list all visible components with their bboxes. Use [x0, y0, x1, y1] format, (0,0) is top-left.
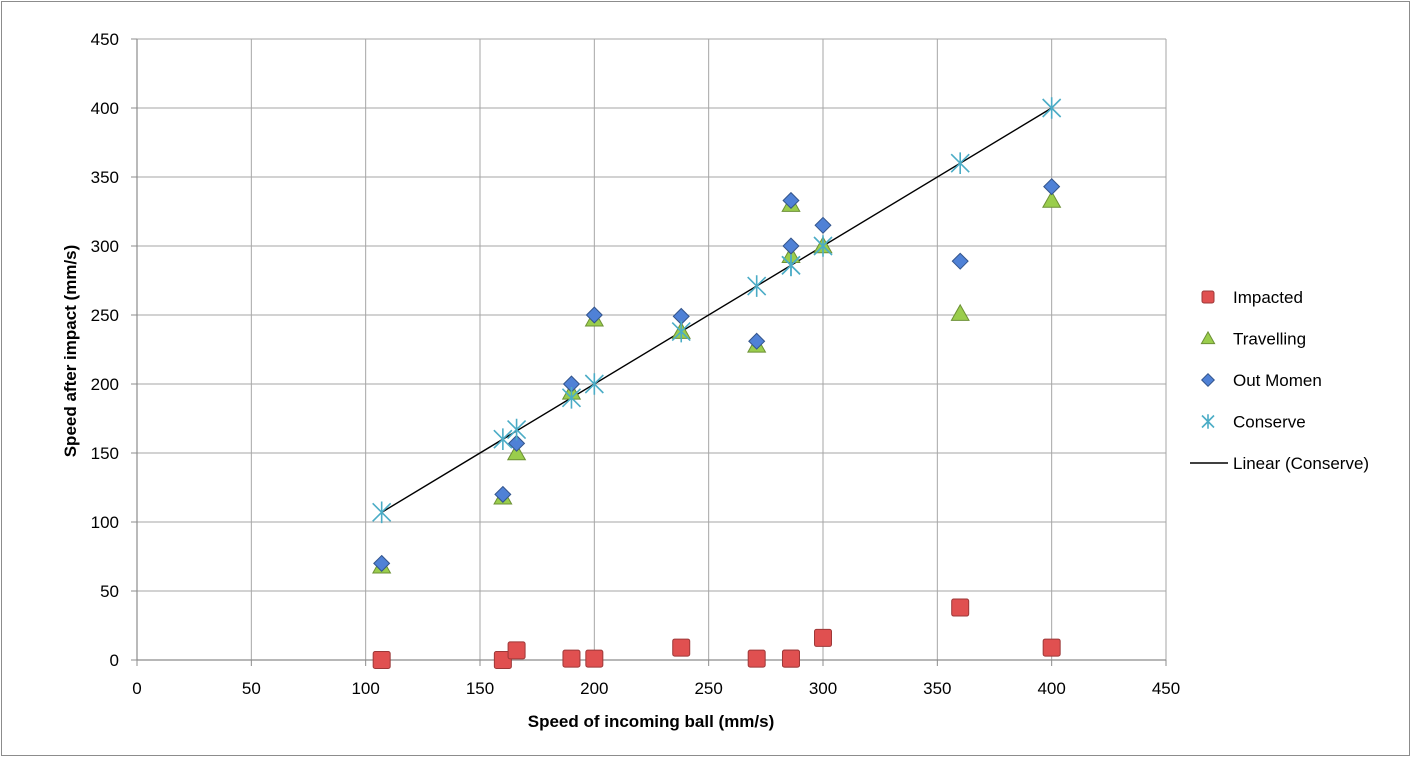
point-conserve [1042, 97, 1062, 119]
point-impacted [585, 649, 604, 668]
point-out-momen [748, 332, 766, 350]
y-tick-label: 50 [100, 582, 119, 601]
data-points [372, 97, 1062, 669]
x-tick-labels: 0 50 100 150 200 250 300 350 400 450 [132, 679, 1180, 698]
y-tick-label: 100 [91, 513, 119, 532]
point-out-momen [814, 216, 832, 234]
legend-marker-conserve [1201, 414, 1215, 429]
point-impacted [507, 641, 526, 660]
point-conserve [747, 275, 767, 297]
point-out-momen [508, 434, 526, 452]
point-out-momen [782, 191, 800, 210]
point-conserve [493, 428, 513, 450]
y-tick-label: 400 [91, 99, 119, 118]
grid-lines [131, 38, 1167, 666]
y-tick-label: 450 [91, 30, 119, 49]
point-conserve [813, 235, 833, 257]
point-impacted [1042, 638, 1061, 657]
y-tick-label: 350 [91, 168, 119, 187]
point-travelling [1042, 190, 1062, 208]
point-impacted [747, 649, 766, 668]
x-tick-label: 250 [694, 679, 722, 698]
point-impacted [951, 598, 970, 617]
x-tick-label: 400 [1037, 679, 1065, 698]
legend-label-out-momen: Out Momen [1233, 371, 1322, 390]
y-tick-label: 250 [91, 306, 119, 325]
point-conserve [950, 152, 970, 174]
trendline-layer [381, 107, 1053, 513]
point-out-momen [951, 252, 969, 270]
y-tick-labels: 0 50 100 150 200 250 300 350 400 450 [91, 30, 119, 670]
legend-marker-travelling [1200, 330, 1216, 345]
point-out-momen [373, 554, 391, 572]
y-tick-label: 0 [110, 651, 119, 670]
point-conserve [507, 418, 527, 441]
x-tick-label: 0 [132, 679, 141, 698]
legend-label-linear-conserve: Linear (Conserve) [1233, 454, 1369, 473]
point-conserve [372, 501, 392, 524]
point-conserve [584, 373, 604, 395]
x-tick-label: 200 [580, 679, 608, 698]
x-tick-label: 50 [242, 679, 261, 698]
point-conserve [781, 254, 801, 277]
x-tick-label: 100 [351, 679, 379, 698]
point-conserve [561, 387, 582, 409]
y-axis-title: Speed after impact (mm/s) [61, 245, 80, 458]
legend-marker-out-momen [1200, 372, 1216, 388]
y-tick-label: 150 [91, 444, 119, 463]
x-tick-label: 450 [1152, 679, 1180, 698]
x-tick-label: 300 [809, 679, 837, 698]
point-impacted [781, 649, 800, 668]
point-impacted [372, 651, 391, 669]
point-out-momen [494, 485, 512, 503]
point-impacted [562, 649, 581, 668]
x-tick-label: 350 [923, 679, 951, 698]
legend-marker-impacted [1201, 290, 1215, 304]
y-tick-label: 200 [91, 375, 119, 394]
point-impacted [493, 651, 512, 669]
legend: Impacted Travelling Out Momen Conserve Linea… [1190, 288, 1369, 473]
point-travelling [506, 443, 527, 461]
point-out-momen [1043, 178, 1061, 196]
x-axis-title: Speed of incoming ball (mm/s) [528, 712, 775, 731]
point-out-momen [585, 306, 603, 324]
legend-label-conserve: Conserve [1233, 413, 1306, 432]
point-out-momen [782, 237, 800, 255]
point-conserve [671, 320, 691, 343]
point-travelling [950, 303, 970, 321]
y-tick-label: 300 [91, 237, 119, 256]
legend-label-travelling: Travelling [1233, 330, 1306, 349]
trendline-linear-conserve [381, 107, 1053, 513]
point-impacted [672, 638, 691, 657]
point-impacted [814, 628, 832, 647]
legend-label-impacted: Impacted [1233, 288, 1303, 307]
x-tick-label: 150 [466, 679, 494, 698]
